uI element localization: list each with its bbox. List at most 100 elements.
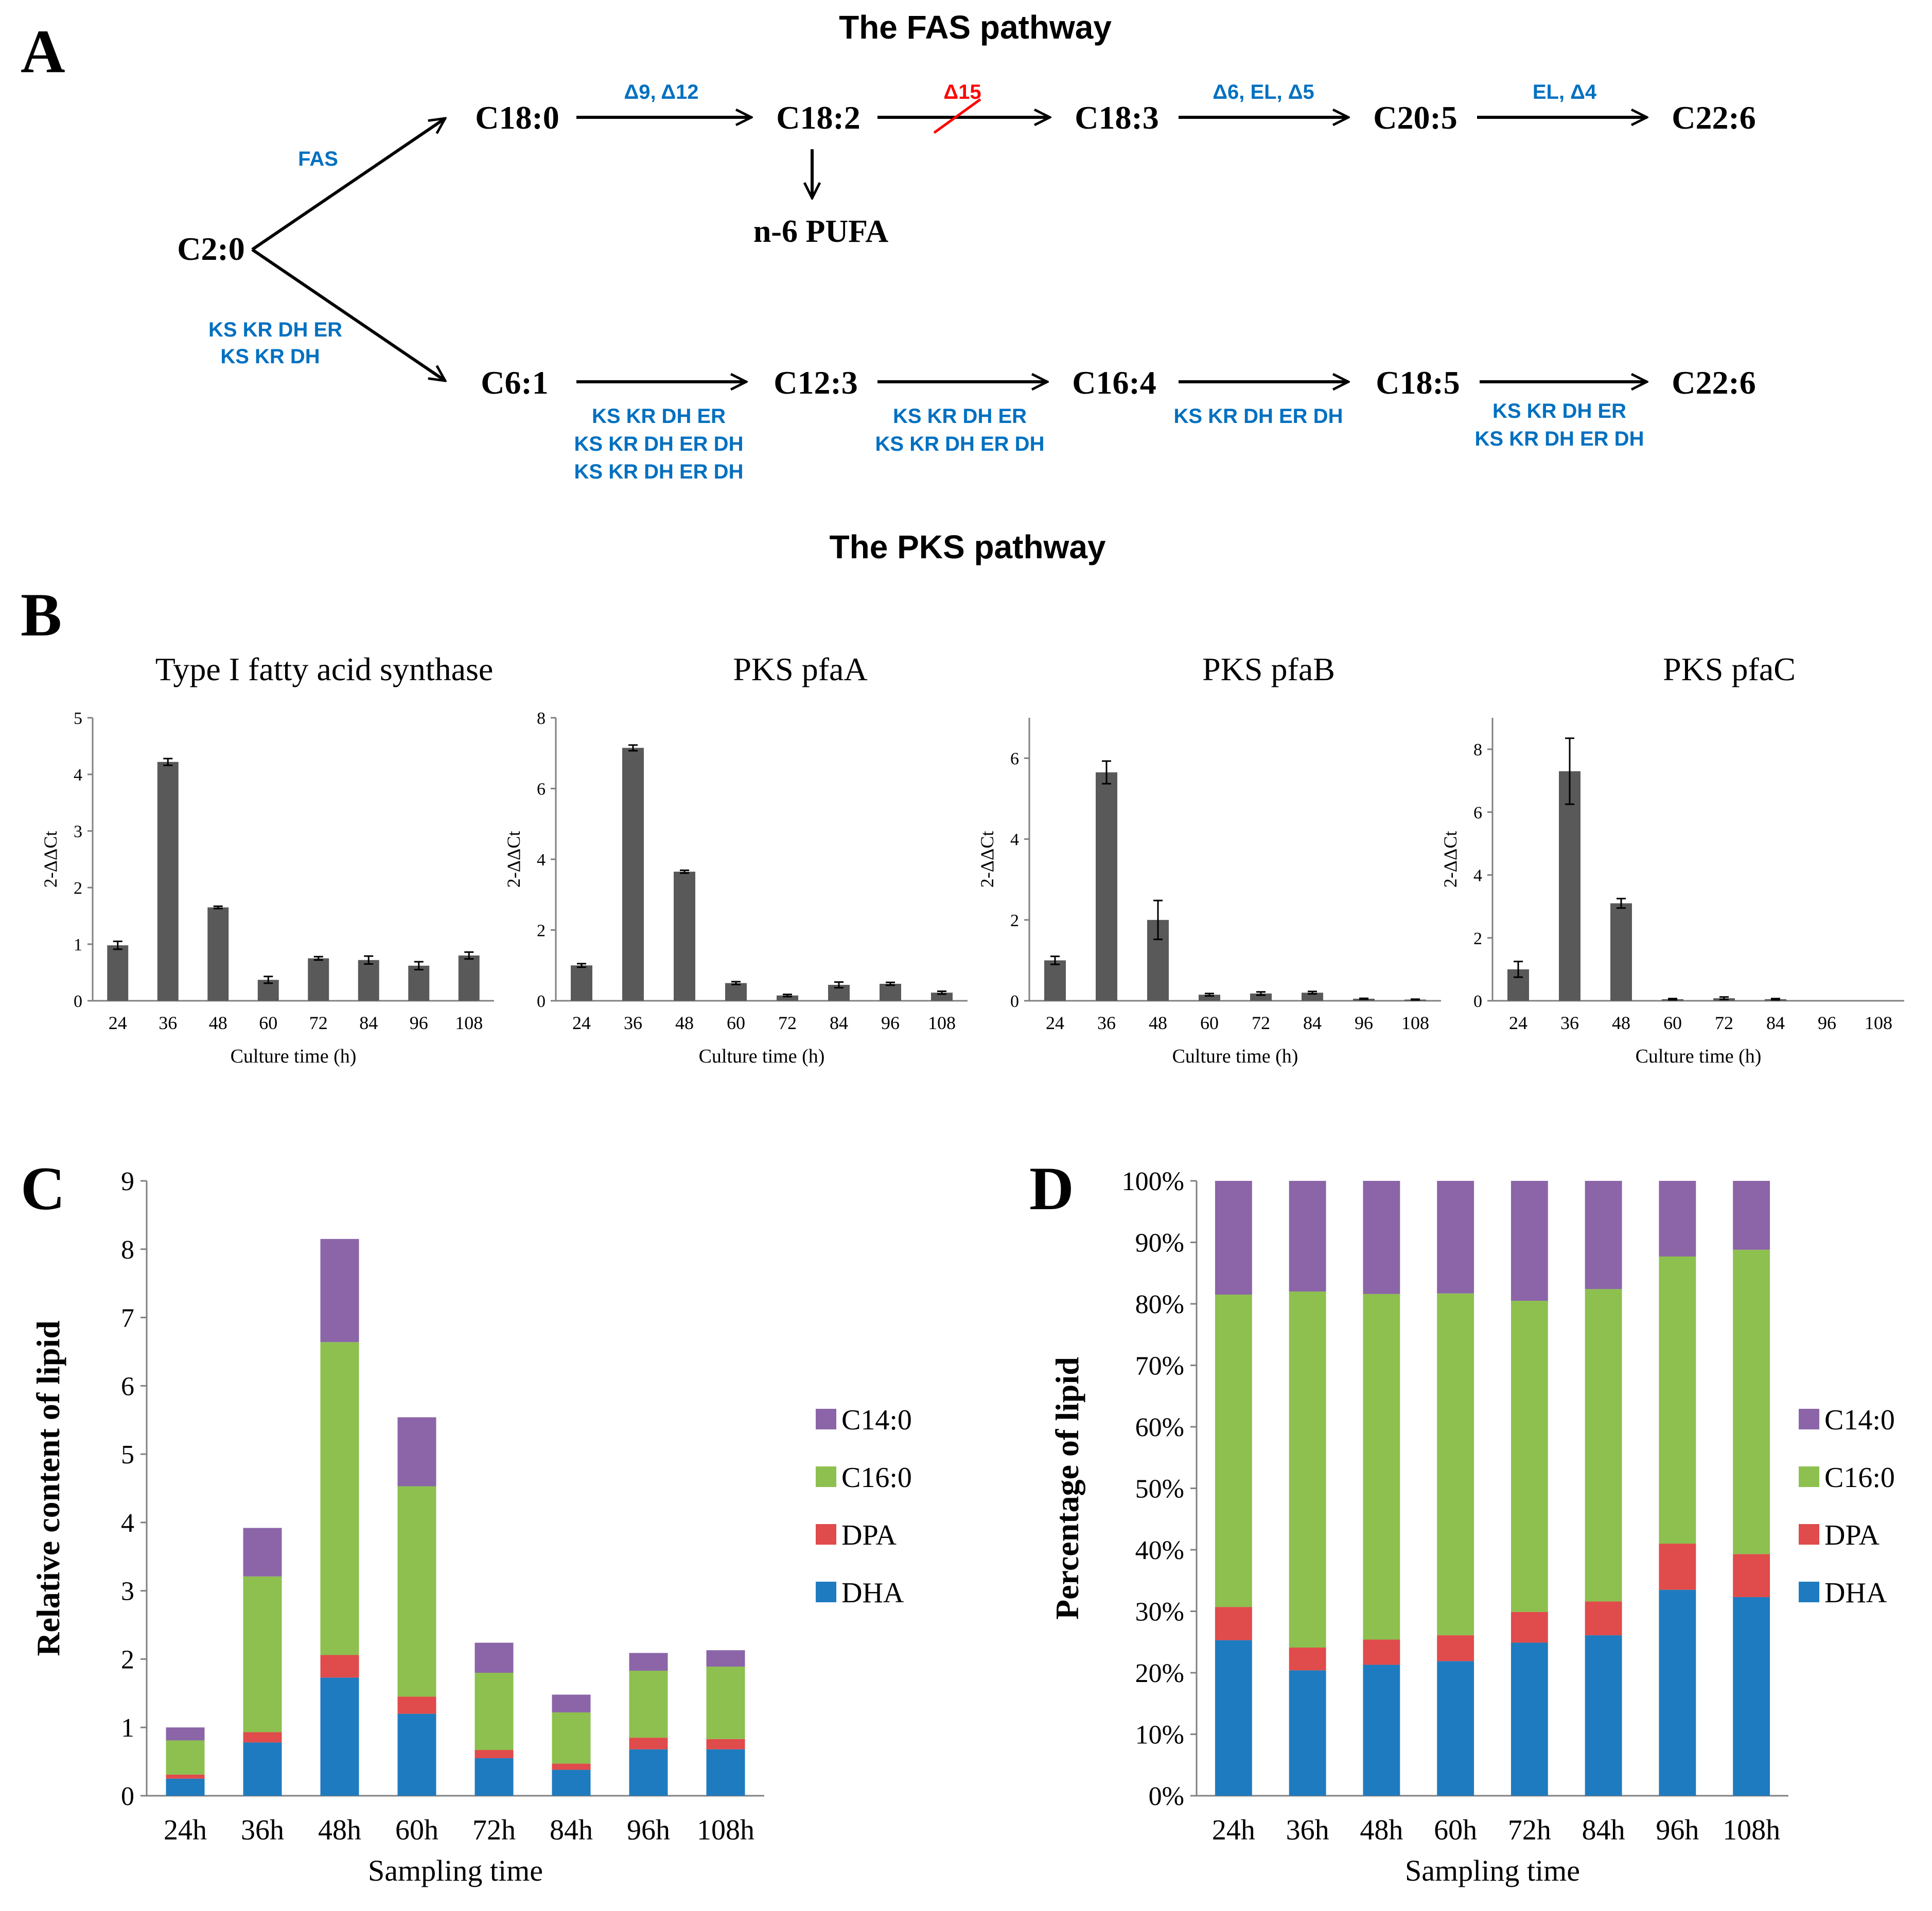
node-c2-0: C2:0 — [177, 231, 245, 267]
bar-segment-dha — [243, 1742, 282, 1796]
bar-segment-c16-0 — [1289, 1291, 1326, 1648]
bar-segment-c16-0 — [552, 1712, 591, 1764]
y-tick-label: 2 — [74, 879, 82, 898]
pks-node-5: C22:6 — [1672, 364, 1756, 401]
bar — [1302, 993, 1323, 1001]
bar — [622, 748, 644, 1001]
y-tick-label: 60% — [1135, 1413, 1184, 1442]
bar-segment-dha — [1289, 1670, 1326, 1796]
bar — [1044, 960, 1066, 1001]
y-tick-label: 100% — [1122, 1167, 1184, 1196]
bar-segment-c14-0 — [1363, 1181, 1400, 1294]
bar-segment-dha — [1585, 1635, 1622, 1796]
bar — [1559, 771, 1580, 1001]
bar-segment-dpa — [1215, 1607, 1252, 1640]
arrow-to-fas — [251, 118, 445, 251]
x-tick-label: 108h — [1723, 1814, 1780, 1846]
x-tick-label: 36 — [1560, 1013, 1579, 1033]
bar-segment-c16-0 — [1733, 1249, 1770, 1554]
x-tick-label: 60 — [1663, 1013, 1682, 1033]
pks-enzyme-4-line-1: KS KR DH ER — [1492, 400, 1626, 422]
y-axis-label: 2-ΔΔCt — [977, 831, 997, 888]
panel-label-b: B — [21, 580, 62, 649]
y-tick-label: 2 — [1473, 929, 1482, 948]
x-tick-label: 84h — [550, 1814, 593, 1846]
panel-label-c: C — [21, 1154, 65, 1223]
bar-segment-dha — [629, 1749, 668, 1796]
bar-segment-c14-0 — [1215, 1181, 1252, 1295]
x-tick-label: 24h — [164, 1814, 207, 1846]
blocked-step-mark — [933, 98, 981, 134]
fas-node-2: C18:2 — [776, 99, 860, 136]
panel-label-a: A — [21, 17, 65, 85]
bar — [1250, 993, 1272, 1001]
pks-node-1: C6:1 — [481, 364, 549, 401]
x-axis-label: Sampling time — [368, 1854, 543, 1887]
bar — [1096, 772, 1117, 1001]
legend-label: DPA — [1824, 1519, 1880, 1551]
chart-relative-lipid: 0 1 2 3 4 5 6 7 8 9 Relative content of lipid 24h 36… — [30, 1167, 912, 1887]
bar-segment-c14-0 — [1289, 1181, 1326, 1292]
bar-segment-c16-0 — [320, 1342, 359, 1655]
bar-segment-c16-0 — [1215, 1295, 1252, 1607]
x-axis-label: Culture time (h) — [1636, 1046, 1762, 1067]
bar-segment-dpa — [243, 1732, 282, 1743]
y-tick-label: 30% — [1135, 1598, 1184, 1627]
bar-segment-c14-0 — [706, 1650, 745, 1667]
legend-swatch — [1799, 1466, 1819, 1487]
y-tick-label: 1 — [121, 1713, 134, 1743]
y-tick-label: 8 — [1473, 740, 1482, 759]
bar-segment-dpa — [320, 1655, 359, 1678]
x-tick-label: 72 — [309, 1013, 328, 1033]
legend-label: DHA — [1824, 1577, 1887, 1609]
pks-branch-label-1: KS KR DH ER — [208, 318, 342, 341]
y-tick-label: 40% — [1135, 1536, 1184, 1565]
chart-title: Type I fatty acid synthase — [155, 651, 494, 687]
y-tick-label: 2 — [1010, 911, 1019, 930]
bar-segment-dha — [1215, 1640, 1252, 1796]
y-tick-label: 2 — [121, 1645, 134, 1674]
x-tick-label: 96 — [881, 1013, 900, 1033]
y-tick-label: 5 — [121, 1440, 134, 1470]
x-tick-label: 84 — [1766, 1013, 1785, 1033]
bar-segment-dpa — [1363, 1639, 1400, 1665]
bar-segment-dha — [706, 1749, 745, 1796]
fas-node-3: C18:3 — [1075, 99, 1159, 136]
bar-segment-c16-0 — [629, 1671, 668, 1738]
bar-segment-c14-0 — [243, 1528, 282, 1577]
bar-segment-c14-0 — [1437, 1181, 1474, 1294]
arrow-to-pks — [251, 248, 445, 381]
y-tick-label: 2 — [537, 922, 546, 941]
x-tick-label: 84h — [1582, 1814, 1625, 1846]
bar-segment-dpa — [552, 1763, 591, 1770]
bar-segment-dha — [1363, 1665, 1400, 1796]
bar-segment-c16-0 — [1585, 1289, 1622, 1602]
bar — [207, 907, 229, 1001]
bar-segment-c16-0 — [397, 1486, 436, 1697]
y-tick-label: 8 — [121, 1235, 134, 1265]
y-tick-label: 4 — [121, 1509, 134, 1538]
y-tick-label: 0 — [537, 992, 546, 1011]
x-tick-label: 96 — [1818, 1013, 1836, 1033]
y-axis-label: 2-ΔΔCt — [1440, 831, 1461, 888]
bar-segment-dpa — [706, 1739, 745, 1749]
y-axis-label: 2-ΔΔCt — [503, 831, 524, 888]
y-tick-label: 3 — [121, 1577, 134, 1606]
chart-title: PKS pfaB — [1202, 651, 1335, 687]
bar-segment-c16-0 — [1437, 1293, 1474, 1636]
bar-segment-c16-0 — [1659, 1256, 1696, 1544]
y-tick-label: 0% — [1149, 1782, 1184, 1811]
bar-segment-dpa — [475, 1750, 514, 1758]
bar-segment-c16-0 — [1363, 1294, 1400, 1640]
x-tick-label: 96 — [410, 1013, 428, 1033]
y-tick-label: 3 — [74, 822, 82, 841]
y-tick-label: 6 — [1473, 803, 1482, 822]
y-tick-label: 0 — [74, 992, 82, 1011]
x-tick-label: 36 — [624, 1013, 642, 1033]
fas-node-1: C18:0 — [475, 99, 559, 136]
x-tick-label: 48 — [1612, 1013, 1630, 1033]
bar-segment-dha — [552, 1770, 591, 1796]
bar — [358, 960, 379, 1001]
bar-segment-dha — [1733, 1597, 1770, 1796]
